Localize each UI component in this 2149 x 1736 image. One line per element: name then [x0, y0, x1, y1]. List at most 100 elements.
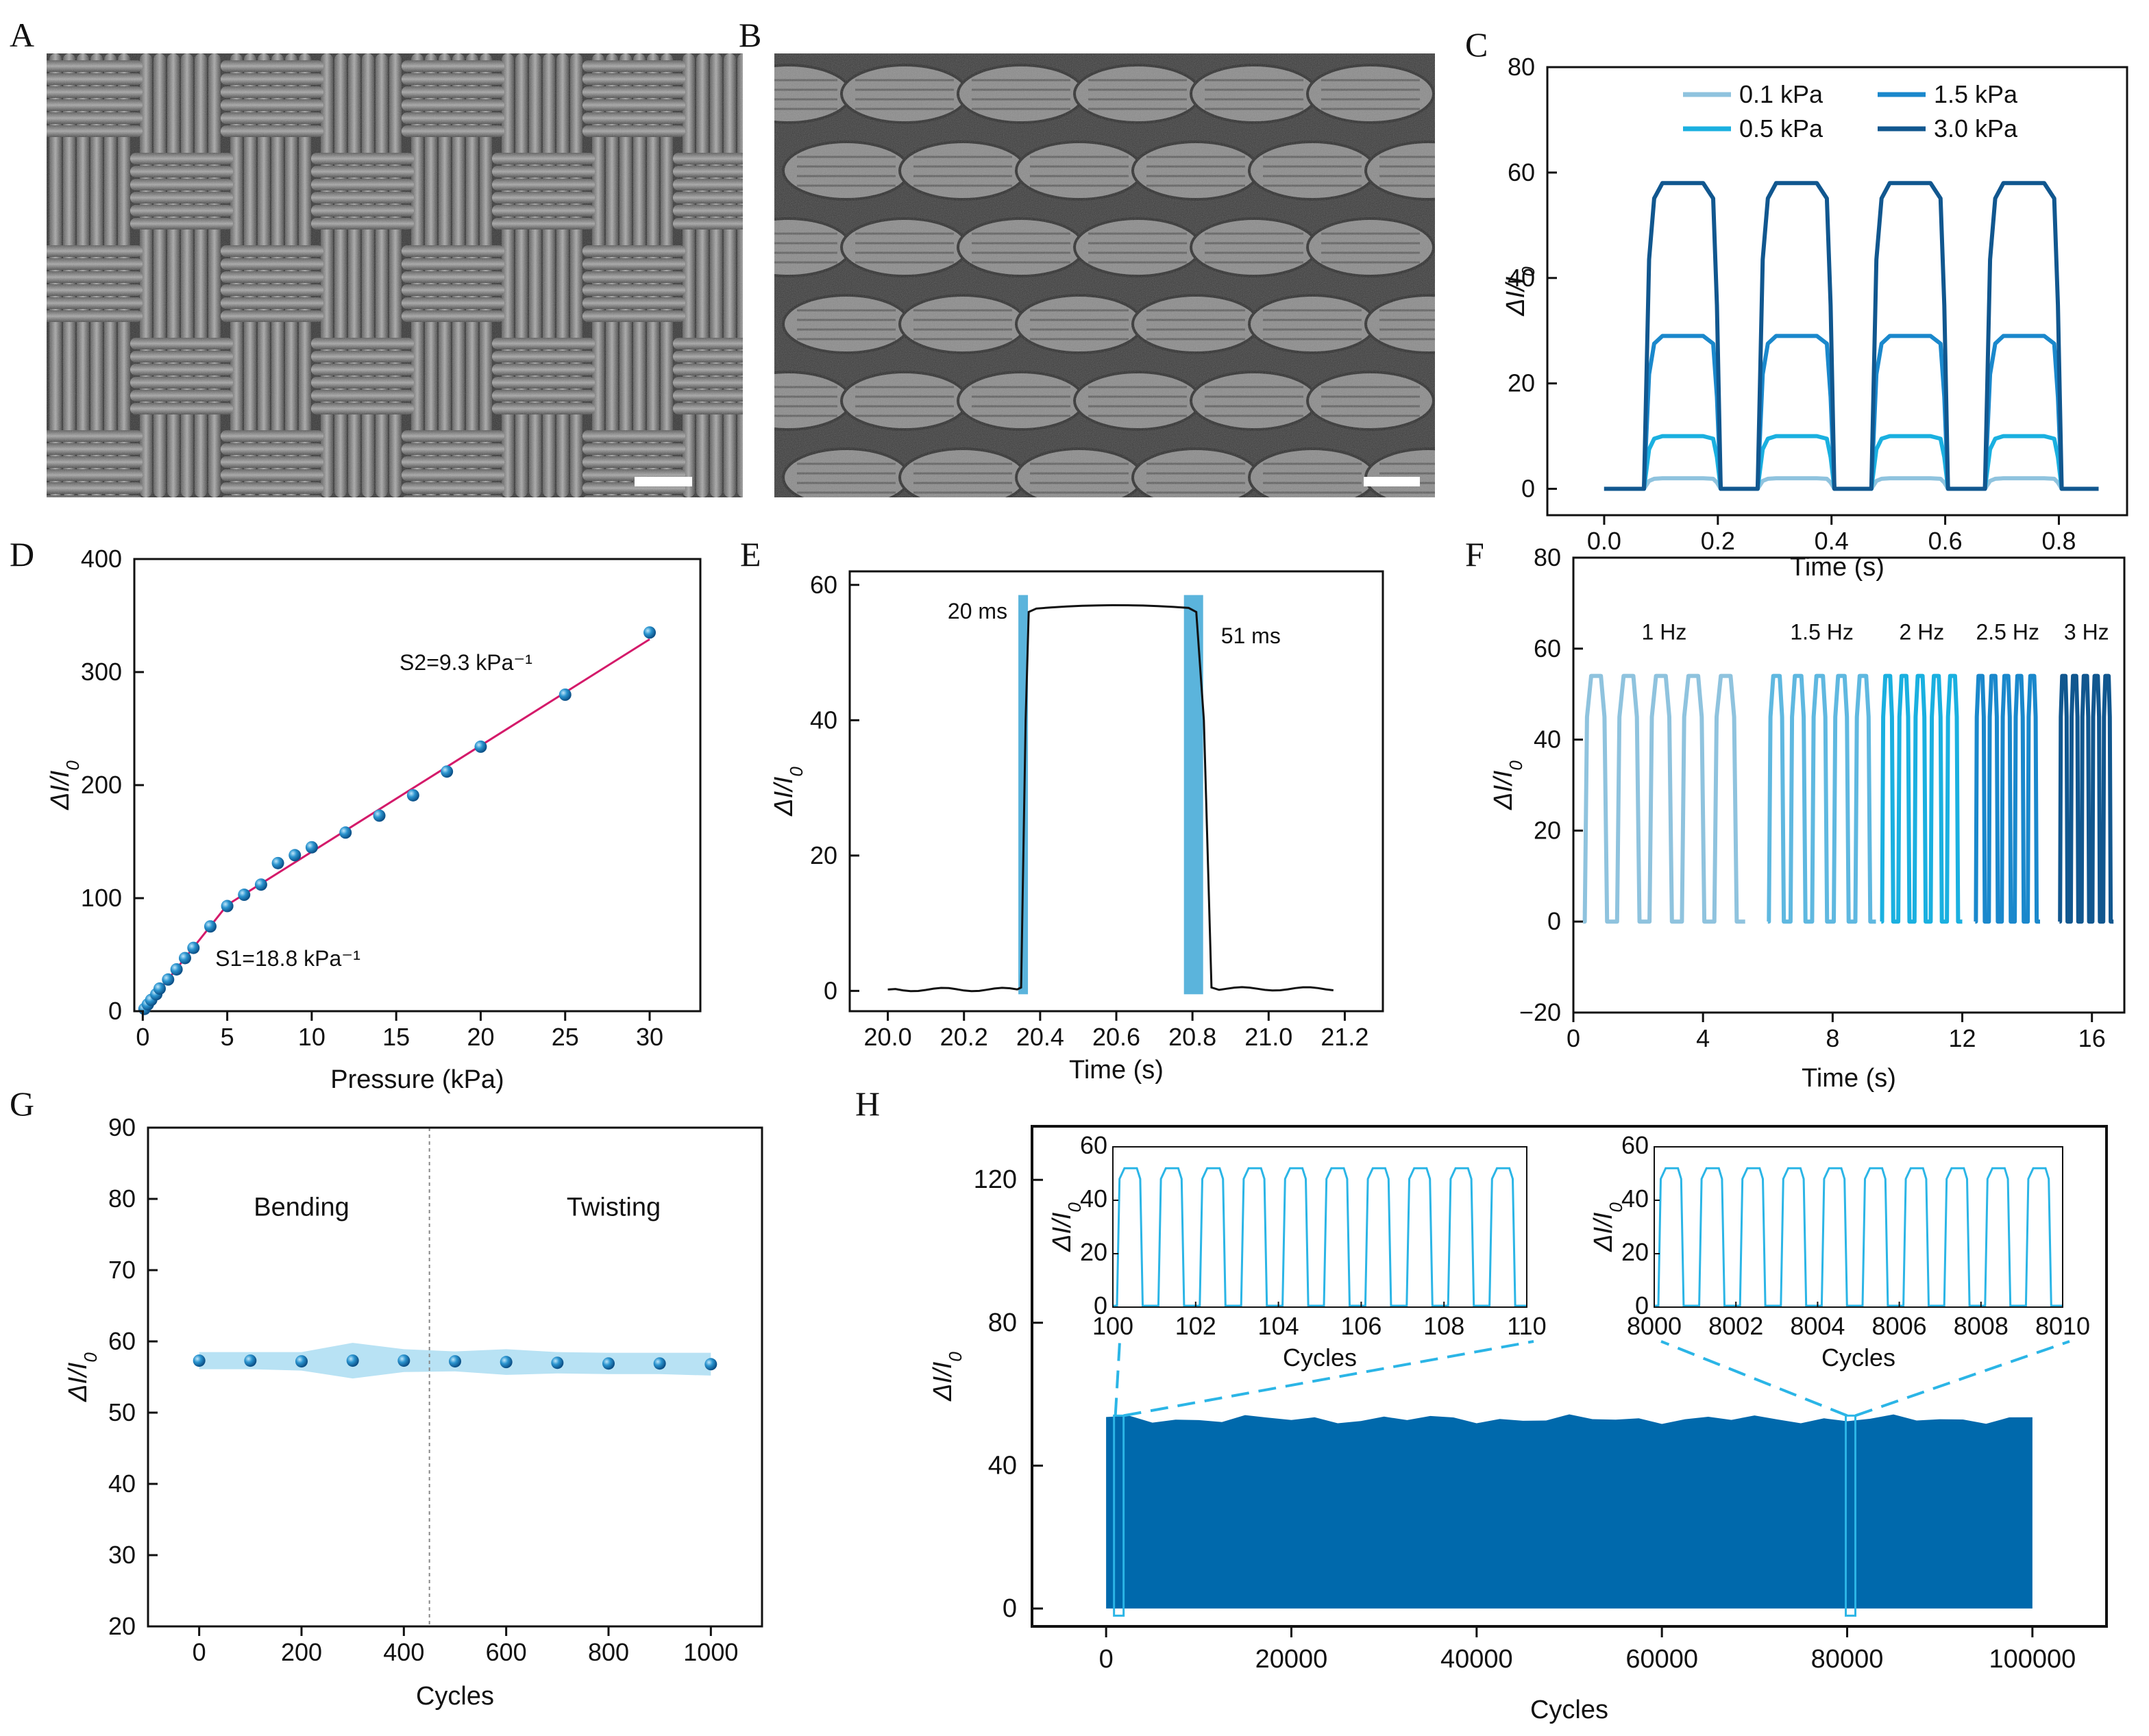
x-tick-label: 8010	[2035, 1312, 2090, 1340]
y-tick-label: 60	[1534, 634, 1561, 662]
y-tick-label: 300	[81, 658, 122, 686]
cycle-band	[1106, 1414, 2033, 1609]
y-axis-label: ΔI/I0	[46, 760, 83, 810]
x-tick-label: 60000	[1625, 1645, 1698, 1674]
scale-bar-b	[1364, 477, 1420, 486]
data-point	[295, 1355, 308, 1368]
panel-label-a: A	[10, 16, 34, 54]
x-tick-label: 20.4	[1016, 1023, 1064, 1051]
x-tick-label: 106	[1340, 1312, 1382, 1340]
x-tick-label: 20.8	[1168, 1023, 1216, 1051]
x-tick-label: 8	[1826, 1024, 1839, 1052]
x-tick-label: 21.2	[1321, 1023, 1368, 1051]
data-point	[339, 826, 352, 839]
y-tick-label: 40	[1621, 1185, 1649, 1213]
x-axis-label: Pressure (kPa)	[330, 1065, 504, 1094]
inset-background	[1654, 1147, 2063, 1307]
frequency-label: 1.5 Hz	[1790, 620, 1853, 645]
x-tick-label: 20000	[1255, 1645, 1328, 1674]
x-tick-label: 0.8	[2041, 527, 2076, 555]
data-point	[288, 849, 302, 862]
y-tick-label: 0	[1635, 1291, 1649, 1319]
x-tick-label: 16	[2078, 1024, 2106, 1052]
y-tick-label: 20	[1080, 1238, 1107, 1266]
fiber-vertical	[751, 53, 763, 497]
annotation-s1: S1=18.8 kPa⁻¹	[215, 946, 360, 971]
chart-f: 1 Hz 1.5 Hz 2 Hz 2.5 Hz 3 Hz0 4 8 12 16−20020406…	[1489, 543, 2126, 1093]
data-point	[162, 973, 175, 986]
panel-label-g: G	[10, 1084, 34, 1123]
y-tick-label: 40	[988, 1451, 1017, 1480]
y-tick-label: 400	[81, 545, 122, 573]
x-tick-label: 8002	[1708, 1312, 1763, 1340]
x-tick-label: 21.0	[1244, 1023, 1292, 1051]
y-axis-label: ΔI/I0	[1489, 760, 1526, 810]
y-tick-label: 80	[1508, 53, 1535, 81]
series-line-2.5 Hz	[1974, 673, 2040, 924]
x-tick-label: 600	[486, 1638, 527, 1666]
data-point	[254, 878, 267, 891]
y-tick-label: 100	[81, 884, 122, 912]
y-tick-label: 60	[810, 571, 837, 599]
chart-g: 0 200 400 600 800 1000 20 30 40 50 60 70 80 90 Cycles Δ…	[64, 1113, 763, 1711]
x-tick-label: 20.2	[940, 1023, 988, 1051]
frequency-label: 1 Hz	[1642, 620, 1687, 645]
frequency-label: 2.5 Hz	[1976, 620, 2039, 645]
plot-frame	[1546, 66, 2128, 517]
x-tick-label: 100	[1092, 1312, 1133, 1340]
y-tick-label: 30	[108, 1541, 136, 1569]
plot-frame	[1572, 556, 2126, 1014]
y-tick-label: 70	[108, 1256, 136, 1284]
data-point	[153, 982, 166, 995]
sem-noise	[774, 53, 1435, 497]
chart-e: 20.0 20.2 20.4 20.6 20.8 21.0 21.2 0 20 40 60 Time …	[770, 570, 1384, 1084]
legend-label: 0.5 kPa	[1739, 114, 1823, 142]
inset-2: 8000 8002 8004 8006 8008 8010 0 20 40 60 Cycles ΔI/…	[1589, 1131, 2090, 1372]
x-tick-label: 0.0	[1587, 527, 1621, 555]
x-tick-label: 0.2	[1701, 527, 1735, 555]
y-tick-label: 0	[1547, 907, 1561, 935]
y-tick-label: 40	[1080, 1185, 1107, 1213]
y-tick-label: 80	[1534, 543, 1561, 571]
x-tick-label: 80000	[1811, 1645, 1884, 1674]
x-tick-label: 25	[552, 1023, 579, 1051]
data-point	[602, 1357, 615, 1370]
y-axis-label: ΔI/I0	[64, 1352, 101, 1402]
x-tick-label: 20	[467, 1023, 494, 1051]
data-point	[474, 740, 487, 753]
x-tick-label: 0	[1099, 1645, 1114, 1674]
y-tick-label: 90	[108, 1113, 136, 1141]
data-point	[643, 626, 656, 639]
annotation-rise: 20 ms	[948, 599, 1007, 623]
panel-label-b: B	[739, 16, 761, 54]
zoom-connector	[1854, 1340, 2070, 1417]
series-line-3.0 kPa	[1604, 181, 2099, 491]
chart-h: 0 20000 40000 60000 80000 10000004080120Cycle…	[929, 1125, 2108, 1724]
series-line-2 Hz	[1880, 673, 1963, 924]
y-tick-label: 80	[988, 1309, 1017, 1337]
data-point	[221, 900, 234, 913]
y-tick-label: 60	[108, 1327, 136, 1355]
data-point	[551, 1356, 564, 1369]
x-tick-label: 20.0	[864, 1023, 912, 1051]
inset-frame	[1112, 1146, 1527, 1308]
inset-1: 100 102 104 106 108 110 0 20 40 60 Cycles ΔI/I0	[1048, 1131, 1547, 1372]
data-point	[373, 809, 386, 822]
y-axis-label: ΔI/I0	[770, 767, 807, 817]
data-point	[244, 1354, 257, 1367]
series-line-1.5 Hz	[1767, 673, 1876, 924]
x-tick-label: 4	[1696, 1024, 1710, 1052]
data-point	[653, 1357, 666, 1370]
inset-background	[1113, 1147, 1527, 1307]
inset-x-label: Cycles	[1821, 1343, 1895, 1372]
x-tick-label: 15	[382, 1023, 410, 1051]
y-tick-label: 40	[1508, 264, 1535, 292]
data-point	[500, 1356, 513, 1369]
x-tick-label: 8008	[1954, 1312, 2009, 1340]
y-tick-label: 40	[1534, 726, 1561, 754]
series-line-3 Hz	[2058, 673, 2114, 924]
x-tick-label: 8000	[1627, 1312, 1682, 1340]
y-axis-label: ΔI/I0	[929, 1352, 966, 1402]
legend-label: 1.5 kPa	[1934, 80, 2018, 108]
